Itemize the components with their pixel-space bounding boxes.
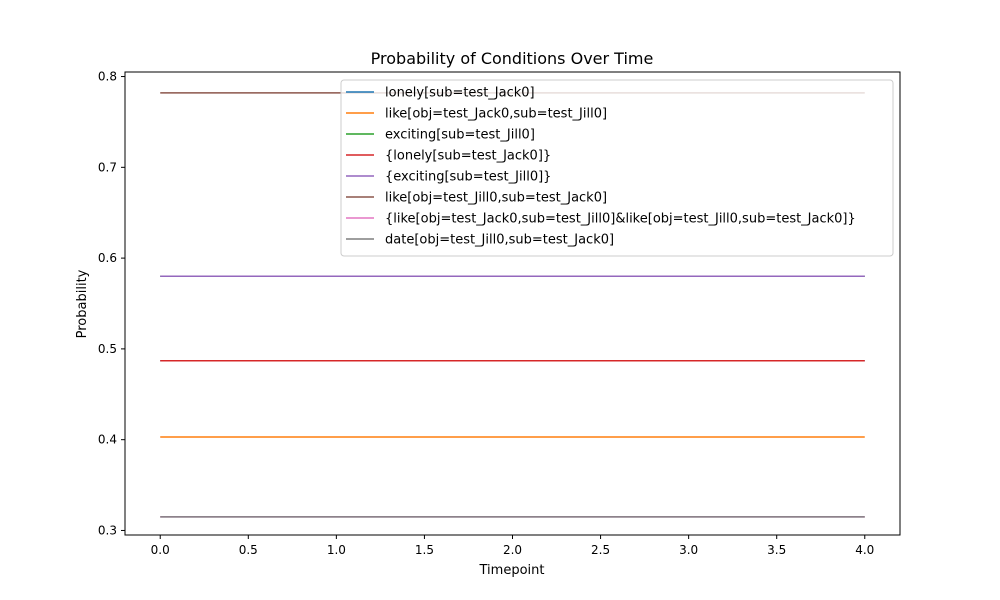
legend-label-4: {exciting[sub=test_Jill0]} (385, 170, 551, 185)
y-axis-label: Probability (75, 269, 90, 338)
chart-title: Probability of Conditions Over Time (371, 49, 654, 68)
x-tick-label: 3.5 (767, 543, 786, 557)
x-tick-label: 1.0 (327, 543, 346, 557)
x-tick-label: 1.5 (415, 543, 434, 557)
x-tick-label: 0.0 (151, 543, 170, 557)
y-tick-label: 0.8 (98, 70, 117, 84)
legend-label-3: {lonely[sub=test_Jack0]} (385, 149, 551, 164)
x-tick-label: 2.0 (503, 543, 522, 557)
legend: lonely[sub=test_Jack0] like[obj=test_Jack… (340, 79, 894, 257)
x-axis-label: Timepoint (479, 563, 545, 578)
x-axis: 0.0 0.5 1.0 1.5 2.0 2.5 3.0 3.5 4.0 (151, 535, 874, 557)
y-tick-label: 0.6 (98, 251, 117, 265)
y-tick-label: 0.4 (98, 433, 117, 447)
legend-box (340, 79, 894, 257)
x-tick-label: 0.5 (239, 543, 258, 557)
legend-label-7: date[obj=test_Jill0,sub=test_Jack0] (385, 233, 614, 248)
x-tick-label: 3.0 (679, 543, 698, 557)
legend-label-0: lonely[sub=test_Jack0] (385, 86, 535, 101)
x-tick-label: 4.0 (855, 543, 874, 557)
y-tick-label: 0.7 (98, 160, 117, 174)
y-tick-label: 0.5 (98, 342, 117, 356)
legend-label-5: like[obj=test_Jill0,sub=test_Jack0] (385, 191, 607, 206)
legend-label-6: {like[obj=test_Jack0,sub=test_Jill0]&lik… (385, 212, 856, 227)
y-axis: 0.3 0.4 0.5 0.6 0.7 0.8 (98, 70, 125, 537)
y-tick-label: 0.3 (98, 523, 117, 537)
legend-label-2: exciting[sub=test_Jill0] (385, 128, 535, 143)
x-tick-label: 2.5 (591, 543, 610, 557)
legend-label-1: like[obj=test_Jack0,sub=test_Jill0] (385, 107, 607, 122)
